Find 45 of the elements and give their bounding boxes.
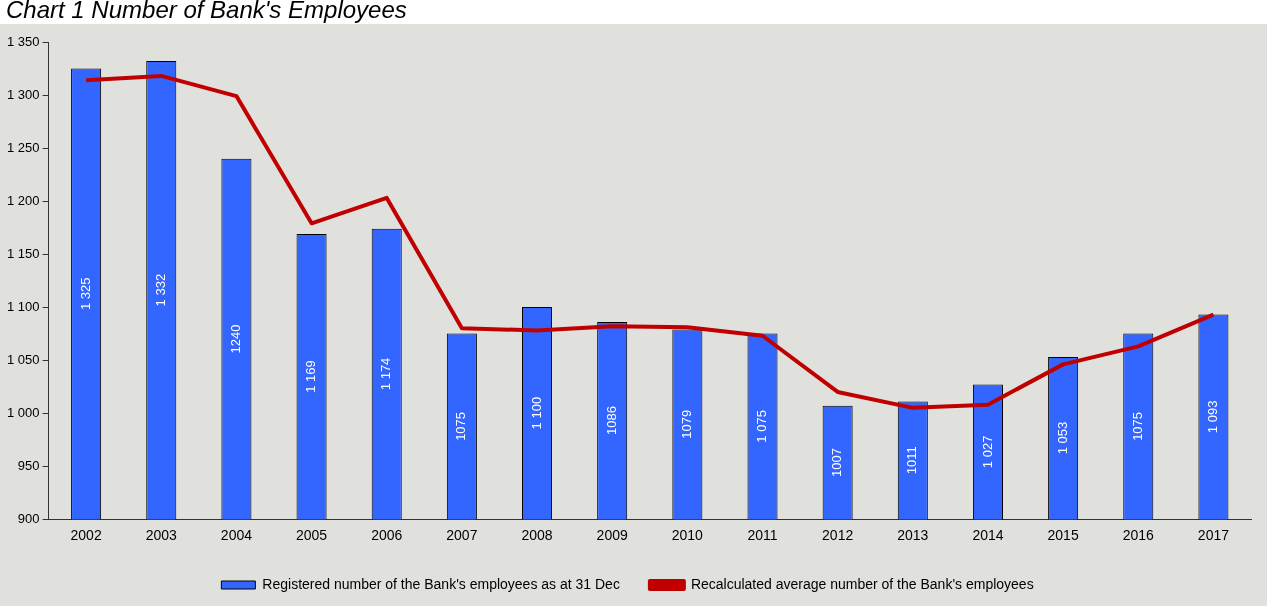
y-tick-label: 1 050 bbox=[6, 351, 40, 367]
data-label: 1075 bbox=[1129, 411, 1145, 441]
x-tick-label: 2002 bbox=[70, 527, 102, 544]
data-label: 1240 bbox=[228, 324, 243, 354]
x-tick-label: 2014 bbox=[972, 527, 1004, 544]
data-label: 1 075 bbox=[754, 410, 770, 443]
data-label: 1 169 bbox=[303, 360, 319, 393]
x-tick-label: 2005 bbox=[295, 527, 328, 544]
y-tick-label: 1 150 bbox=[6, 245, 40, 261]
x-tick-label: 2003 bbox=[145, 527, 178, 544]
data-label: 1 053 bbox=[1054, 421, 1070, 455]
y-tick-label: 1 200 bbox=[6, 192, 40, 208]
data-label: 1007 bbox=[829, 448, 845, 477]
data-label: 1079 bbox=[678, 409, 694, 439]
x-tick-label: 2011 bbox=[747, 527, 778, 544]
x-tick-label: 2013 bbox=[897, 527, 929, 544]
data-label: 1 093 bbox=[1205, 400, 1220, 434]
x-tick-label: 2004 bbox=[220, 527, 253, 544]
x-tick-label: 2017 bbox=[1197, 527, 1230, 544]
data-label: 1 325 bbox=[77, 277, 93, 311]
legend-label: Recalculated average number of the Bank's employees bbox=[690, 575, 1034, 592]
chart-title: Chart 1 Number of Bank's Employees bbox=[6, 0, 407, 24]
x-tick-label: 2015 bbox=[1047, 527, 1079, 544]
data-label: 1 027 bbox=[979, 435, 995, 469]
y-tick-label: 1 250 bbox=[6, 139, 40, 155]
data-label: 1 174 bbox=[378, 357, 394, 391]
x-tick-label: 2016 bbox=[1122, 527, 1155, 544]
x-tick-label: 2010 bbox=[671, 527, 704, 544]
y-tick-label: 1 100 bbox=[6, 298, 40, 314]
x-tick-label: 2006 bbox=[371, 527, 403, 544]
x-tick-label: 2012 bbox=[822, 527, 854, 544]
data-label: 1086 bbox=[603, 406, 619, 436]
y-tick-label: 950 bbox=[17, 457, 40, 473]
y-tick-label: 1 000 bbox=[6, 404, 40, 420]
data-label: 1 100 bbox=[528, 396, 544, 430]
x-tick-label: 2008 bbox=[521, 527, 553, 544]
y-tick-label: 1 350 bbox=[6, 33, 40, 49]
y-tick-label: 900 bbox=[17, 510, 40, 526]
x-tick-label: 2009 bbox=[596, 527, 628, 544]
data-label: 1011 bbox=[904, 446, 920, 475]
legend-label: Registered number of the Bank's employees as at 31 Dec bbox=[262, 575, 620, 592]
y-tick-label: 1 300 bbox=[6, 86, 40, 102]
data-label: 1075 bbox=[453, 411, 469, 441]
x-tick-label: 2007 bbox=[446, 527, 478, 544]
data-label: 1 332 bbox=[152, 273, 168, 307]
